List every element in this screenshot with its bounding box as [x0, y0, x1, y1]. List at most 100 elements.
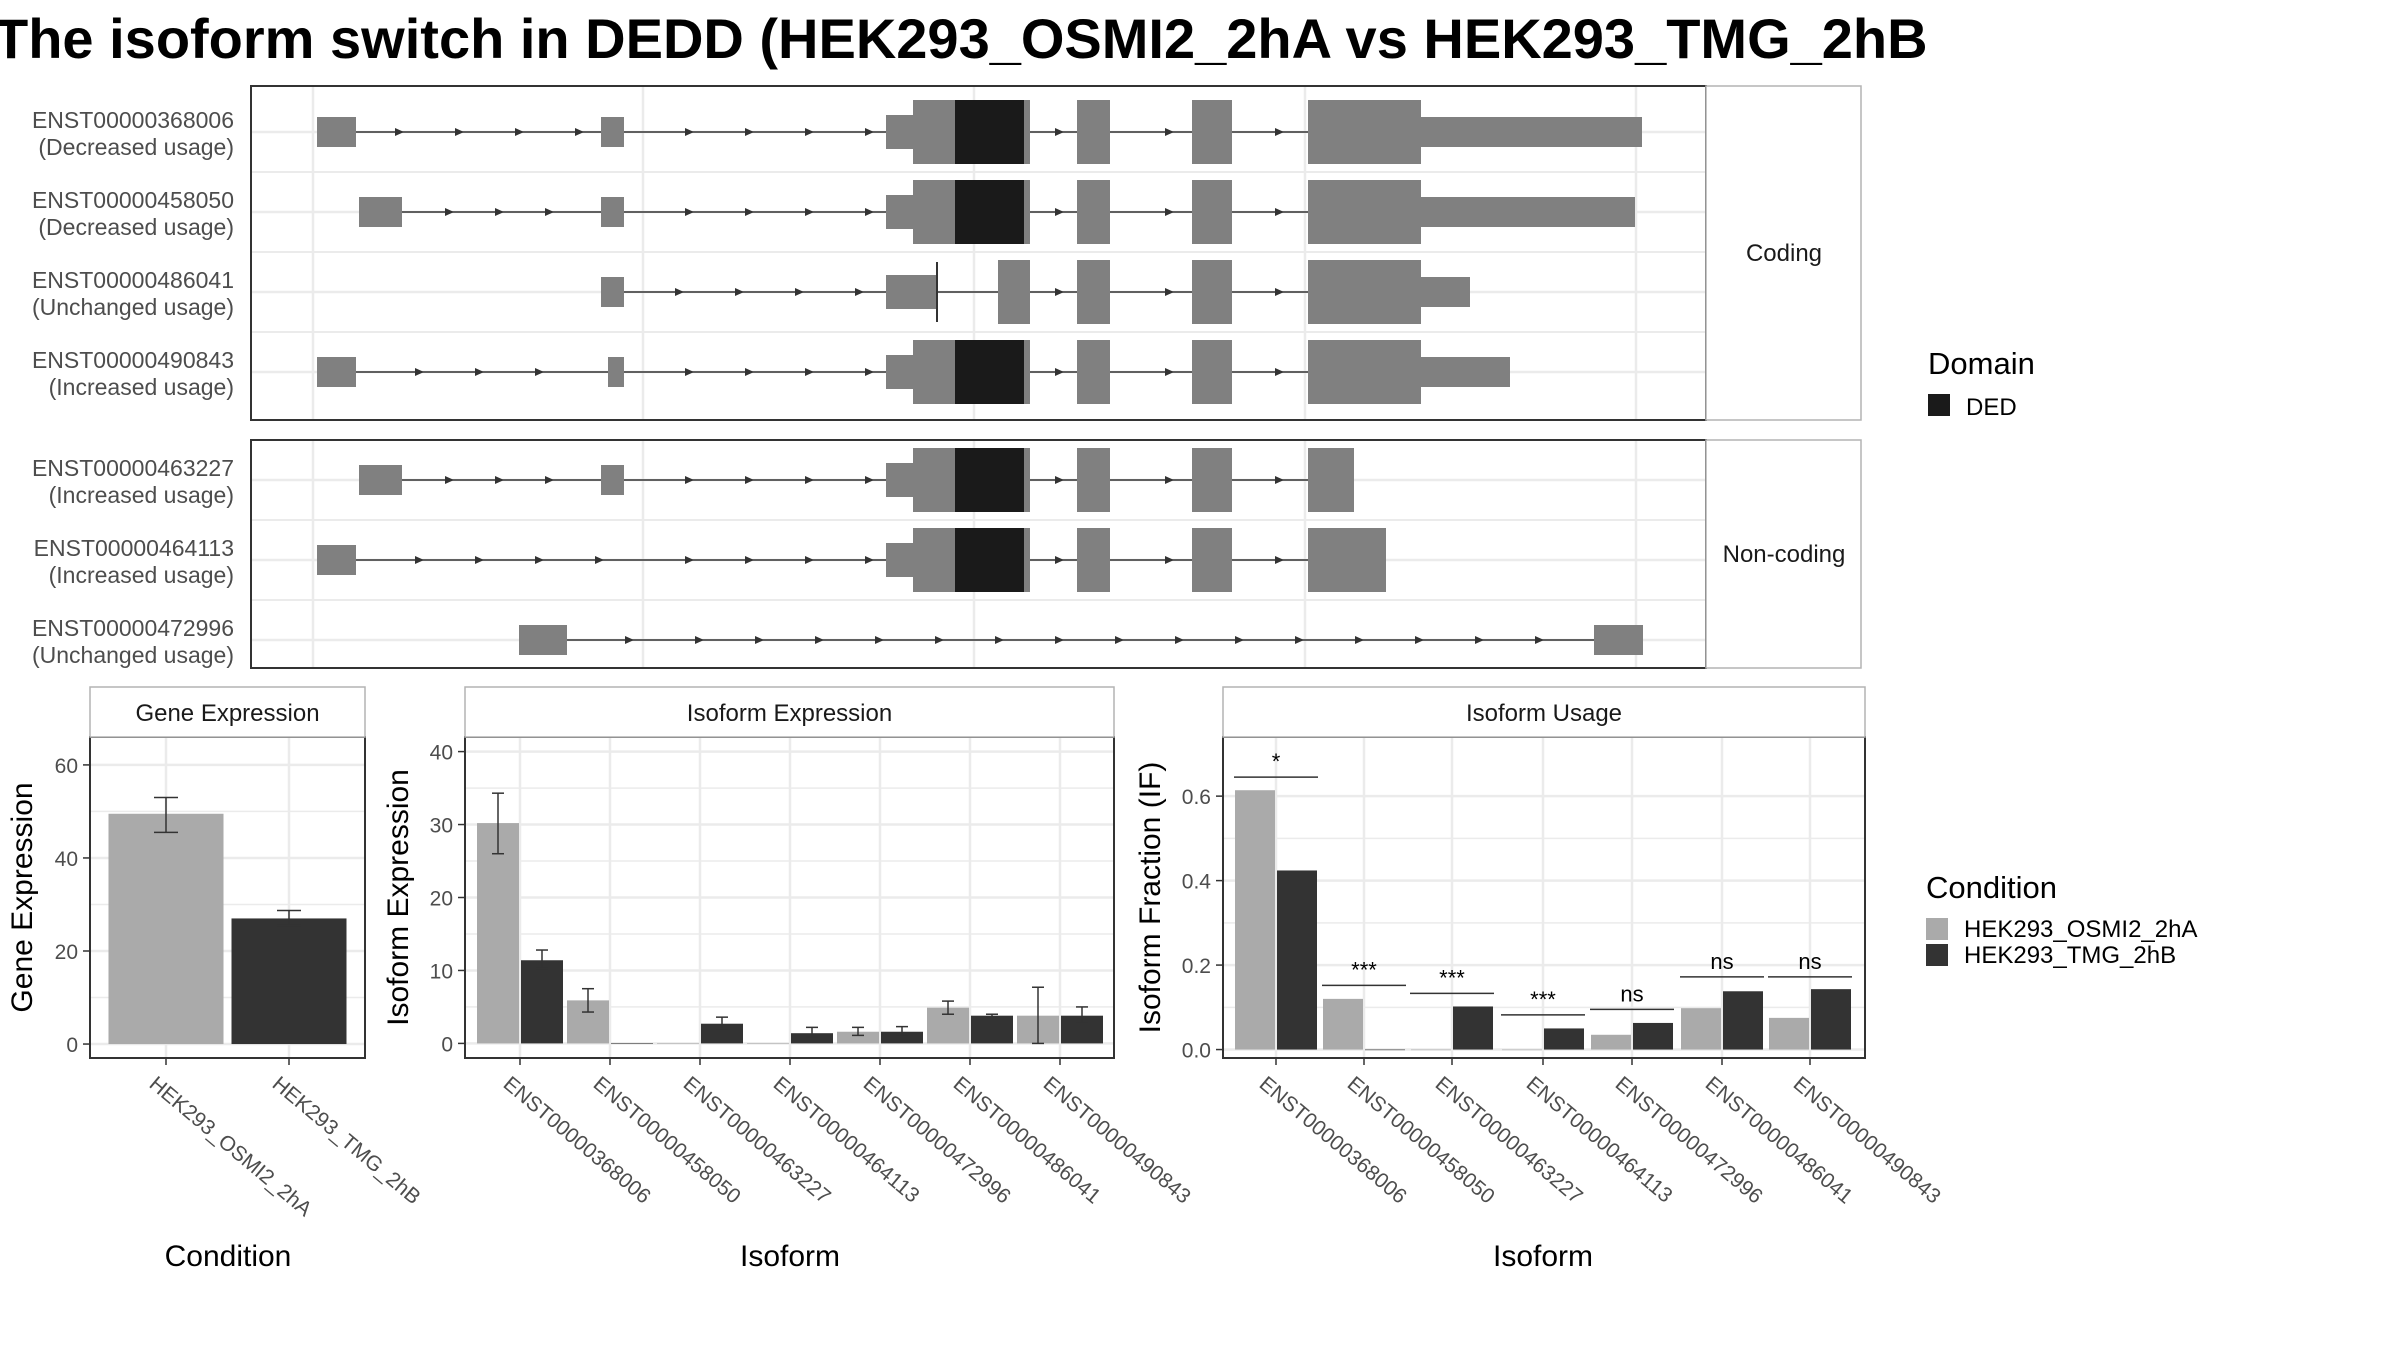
exon-block	[1308, 340, 1421, 404]
y-tick-label: 0.4	[1182, 871, 1212, 894]
direction-arrow-icon	[1275, 368, 1284, 376]
x-tick-label: ENST00000458050	[1343, 1072, 1499, 1208]
bar	[1769, 1017, 1809, 1050]
legend-label: DED	[1966, 394, 2017, 421]
direction-arrow-icon	[1165, 556, 1174, 564]
bar	[701, 1023, 743, 1044]
bar	[1323, 998, 1363, 1050]
exon-block	[1077, 260, 1110, 324]
facet-strip	[1705, 85, 1862, 421]
domain-block	[955, 100, 1024, 164]
x-tick-label: ENST00000464113	[769, 1072, 924, 1207]
domain-block	[955, 340, 1024, 404]
x-tick-label: ENST00000490843	[1039, 1072, 1195, 1208]
exon-block	[1421, 277, 1470, 307]
legend-label: HEK293_OSMI2_2hA	[1964, 916, 2197, 943]
bar	[657, 1043, 699, 1045]
exon-block	[1024, 448, 1030, 512]
significance-label: ***	[1351, 957, 1377, 982]
direction-arrow-icon	[1165, 288, 1174, 296]
exon-block	[886, 543, 913, 577]
bar	[521, 960, 563, 1044]
transcript-usage-label: (Increased usage)	[49, 482, 234, 508]
significance-label: ns	[1620, 981, 1643, 1006]
exon-block	[1192, 180, 1232, 244]
bar	[837, 1031, 879, 1044]
exon-block	[1192, 448, 1232, 512]
direction-arrow-icon	[1055, 288, 1064, 296]
x-axis-title: Isoform	[1493, 1240, 1593, 1273]
exon-block	[359, 465, 402, 495]
direction-arrow-icon	[995, 636, 1004, 644]
domain-block	[955, 528, 1024, 592]
bar	[1723, 991, 1763, 1050]
direction-arrow-icon	[1415, 636, 1424, 644]
direction-arrow-icon	[1055, 556, 1064, 564]
direction-arrow-icon	[1275, 208, 1284, 216]
exon-block	[608, 357, 624, 387]
exon-block	[1421, 197, 1635, 227]
direction-arrow-icon	[535, 556, 544, 564]
direction-arrow-icon	[1235, 636, 1244, 644]
significance-label: ns	[1710, 949, 1733, 974]
direction-arrow-icon	[745, 556, 754, 564]
bar	[611, 1043, 653, 1045]
x-tick-label: ENST00000368006	[1255, 1072, 1411, 1208]
y-tick-label: 0	[66, 1034, 78, 1057]
direction-arrow-icon	[1475, 636, 1484, 644]
transcript-id-label: ENST00000458050	[32, 187, 234, 213]
transcript-id-label: ENST00000472996	[32, 615, 234, 641]
direction-arrow-icon	[545, 208, 554, 216]
exon-block	[1421, 357, 1510, 387]
transcript-usage-label: (Increased usage)	[49, 562, 234, 588]
transcript-usage-label: (Unchanged usage)	[32, 642, 234, 668]
direction-arrow-icon	[865, 476, 874, 484]
x-tick-label: ENST00000486041	[1701, 1072, 1857, 1208]
x-axis-title: Isoform	[740, 1240, 840, 1273]
significance-label: ns	[1798, 949, 1821, 974]
significance-label: ***	[1530, 987, 1556, 1012]
bar	[1681, 1008, 1721, 1050]
legend-key-osmi2	[1926, 918, 1948, 940]
exon-block	[886, 355, 913, 389]
y-tick-label: 0.6	[1182, 786, 1211, 809]
direction-arrow-icon	[575, 128, 584, 136]
exon-block	[1192, 260, 1232, 324]
direction-arrow-icon	[515, 128, 524, 136]
direction-arrow-icon	[865, 556, 874, 564]
bar	[881, 1031, 923, 1044]
x-tick-label: ENST00000464113	[1522, 1072, 1677, 1207]
direction-arrow-icon	[685, 208, 694, 216]
legend-title: Condition	[1926, 870, 2057, 905]
bar	[791, 1033, 833, 1044]
transcript-id-label: ENST00000368006	[32, 107, 234, 133]
figure-title: The isoform switch in DEDD (HEK293_OSMI2…	[0, 7, 1928, 70]
panel-title: Isoform Usage	[1466, 700, 1622, 727]
exon-block	[601, 117, 624, 147]
bar	[1411, 1049, 1451, 1051]
direction-arrow-icon	[745, 476, 754, 484]
transcript-row: ENST00000458050(Decreased usage)	[32, 180, 1635, 244]
y-tick-label: 10	[430, 960, 453, 983]
bar	[1235, 790, 1275, 1050]
exon-block	[1077, 180, 1110, 244]
exon-block	[1308, 100, 1421, 164]
direction-arrow-icon	[545, 476, 554, 484]
direction-arrow-icon	[675, 288, 684, 296]
significance-label: *	[1272, 749, 1281, 774]
direction-arrow-icon	[795, 288, 804, 296]
exon-block	[1421, 117, 1642, 147]
bar	[1365, 1049, 1405, 1051]
domain-block	[955, 448, 1024, 512]
direction-arrow-icon	[625, 636, 634, 644]
x-tick-label: ENST00000472996	[859, 1072, 1015, 1208]
direction-arrow-icon	[1535, 636, 1544, 644]
direction-arrow-icon	[685, 476, 694, 484]
bar	[1633, 1022, 1673, 1050]
transcript-usage-label: (Unchanged usage)	[32, 294, 234, 320]
domain-block	[955, 180, 1024, 244]
